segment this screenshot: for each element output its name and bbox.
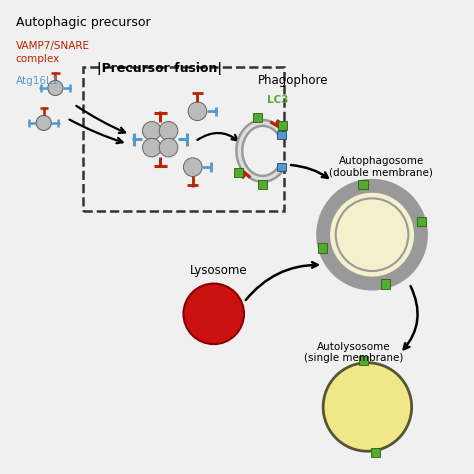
Circle shape xyxy=(36,115,51,130)
Bar xyxy=(318,243,327,253)
Circle shape xyxy=(143,138,161,157)
Circle shape xyxy=(48,81,63,96)
Circle shape xyxy=(323,363,411,451)
Bar xyxy=(258,180,267,189)
Text: |Precursor fusion|: |Precursor fusion| xyxy=(97,63,222,75)
Text: LC3: LC3 xyxy=(267,95,289,105)
Text: Autolysosome
(single membrane): Autolysosome (single membrane) xyxy=(304,342,403,364)
Circle shape xyxy=(336,198,409,271)
Circle shape xyxy=(143,121,161,140)
Bar xyxy=(358,180,368,189)
Bar xyxy=(234,168,243,177)
Bar xyxy=(381,280,390,289)
Bar xyxy=(359,356,368,365)
Bar xyxy=(278,121,287,129)
Bar xyxy=(277,131,286,139)
Text: VAMP7/SNARE
complex: VAMP7/SNARE complex xyxy=(16,41,90,64)
Bar xyxy=(253,113,262,122)
Text: Autophagic precursor: Autophagic precursor xyxy=(16,16,150,29)
Circle shape xyxy=(159,121,178,140)
Circle shape xyxy=(188,102,207,120)
Text: Atg16L1: Atg16L1 xyxy=(16,76,59,86)
Circle shape xyxy=(323,186,421,283)
Text: Phagophore: Phagophore xyxy=(258,74,328,87)
Circle shape xyxy=(159,138,178,157)
Bar xyxy=(417,217,426,226)
Text: Lysosome: Lysosome xyxy=(190,264,247,277)
Circle shape xyxy=(183,283,244,344)
Bar xyxy=(277,163,286,171)
Circle shape xyxy=(183,158,202,176)
Bar xyxy=(371,448,380,457)
Text: Autophagosome
(double membrane): Autophagosome (double membrane) xyxy=(329,155,433,177)
